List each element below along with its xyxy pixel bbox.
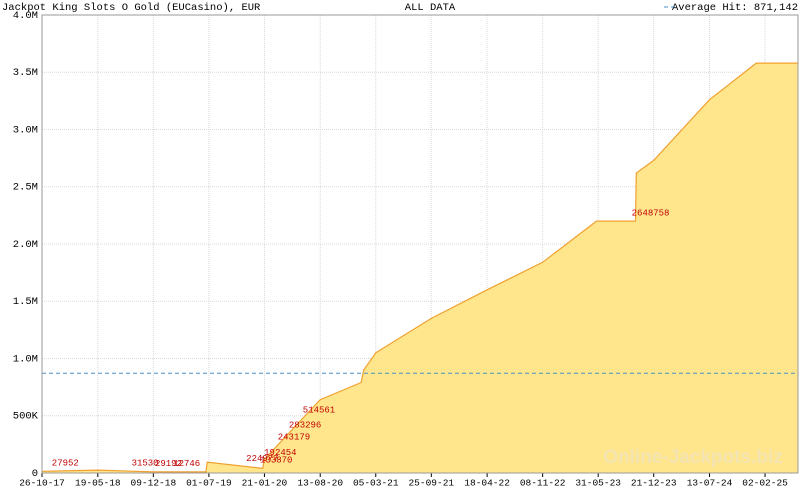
- hit-label: 224977: [246, 454, 278, 464]
- hit-label: 27952: [52, 458, 79, 468]
- hit-label: 29192: [155, 459, 182, 469]
- x-tick-label: 08-11-22: [520, 478, 566, 489]
- y-tick-label: 3.5M: [13, 67, 38, 79]
- x-tick-label: 21-01-20: [242, 478, 288, 489]
- x-tick-label: 18-04-22: [464, 478, 510, 489]
- x-tick-label: 09-12-18: [131, 478, 177, 489]
- hit-label: 283296: [289, 420, 321, 430]
- y-tick-label: 4.0M: [13, 10, 38, 22]
- x-tick-label: 05-03-21: [353, 478, 399, 489]
- x-tick-label: 21-12-23: [631, 478, 677, 489]
- area: [42, 63, 798, 473]
- x-tick-label: 31-05-23: [575, 478, 621, 489]
- hit-label: 2648758: [632, 208, 670, 218]
- hit-label: 243179: [278, 432, 310, 442]
- legend-label: Average Hit: 871,142: [672, 2, 798, 14]
- x-tick-label: 13-07-24: [687, 478, 733, 489]
- chart-subtitle: ALL DATA: [405, 2, 456, 14]
- y-tick-label: 3.0M: [13, 124, 38, 136]
- line: [41, 62, 798, 473]
- plot-frame: [41, 14, 799, 474]
- hit-label: 31530: [132, 459, 159, 469]
- chart-title: Jackpot King Slots O Gold (EUCasino), EU…: [2, 2, 261, 14]
- y-tick-label: 1.0M: [13, 353, 38, 365]
- hit-label: 514561: [303, 406, 335, 416]
- x-tick-label: 01-07-19: [186, 478, 232, 489]
- x-tick-label: 25-09-21: [408, 478, 454, 489]
- hit-label: 12746: [173, 459, 200, 469]
- y-tick-label: 2.0M: [13, 239, 38, 251]
- x-tick-label: 02-02-25: [742, 478, 788, 489]
- hit-label: 133870: [260, 455, 292, 465]
- x-tick-label: 19-05-18: [75, 478, 121, 489]
- watermark: Online-Jackpots.biz: [603, 447, 782, 468]
- hit-label: 192454: [264, 448, 296, 458]
- y-tick-label: 1.5M: [13, 296, 38, 308]
- x-tick-label: 13-08-20: [297, 478, 343, 489]
- y-tick-label: 500K: [13, 411, 39, 423]
- y-tick-label: 0: [32, 468, 38, 480]
- x-tick-label: 26-10-17: [19, 478, 65, 489]
- y-tick-label: 2.5M: [13, 182, 38, 194]
